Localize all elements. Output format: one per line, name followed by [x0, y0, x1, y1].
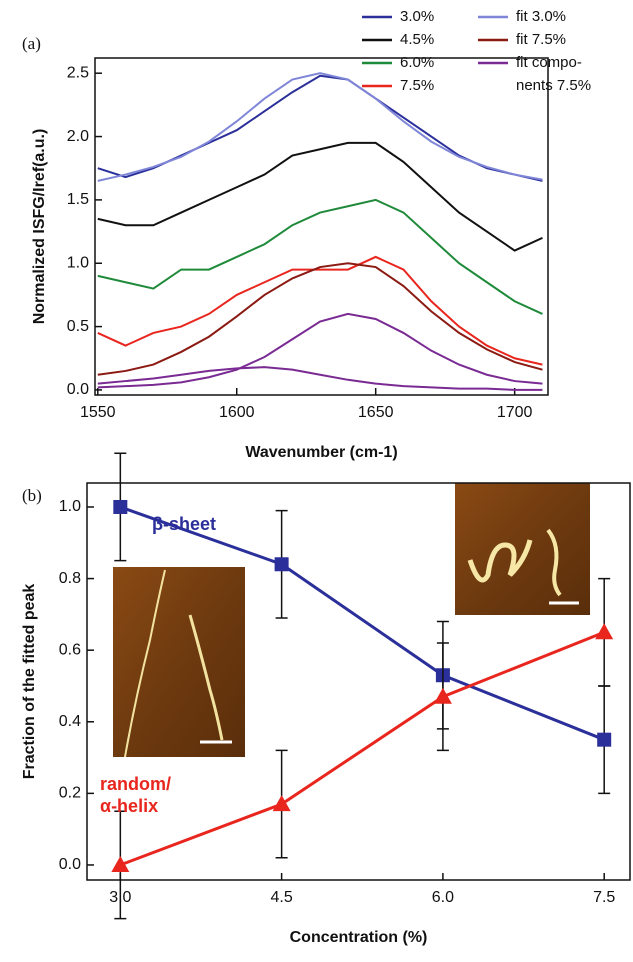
x-tick-label: 1550 — [80, 404, 116, 421]
spectrum-line — [97, 141, 543, 252]
legend-label: 3.0% — [400, 8, 434, 25]
series-name: β-sheet — [152, 514, 216, 534]
square-marker — [113, 499, 128, 514]
afm-image-right — [455, 483, 590, 615]
y-tick-label: 1.0 — [67, 254, 89, 271]
triangle-marker — [595, 623, 614, 640]
y-tick-label: 1.5 — [67, 191, 89, 208]
y-tick-label: 2.0 — [67, 128, 89, 145]
square-marker — [597, 732, 612, 747]
y-tick-label: 0.8 — [59, 570, 81, 587]
x-axis-label: Wavenumber (cm-1) — [245, 444, 397, 461]
spectrum-line — [97, 198, 543, 315]
y-axis-label: Fraction of the fitted peak — [21, 584, 38, 780]
panel-label: (a) — [22, 34, 41, 53]
spectrum-line — [97, 255, 543, 366]
y-tick-label: 0.0 — [59, 856, 81, 873]
y-tick-label: 0.5 — [67, 318, 89, 335]
x-tick-label: 1600 — [219, 404, 255, 421]
legend-label: 6.0% — [400, 54, 434, 71]
x-tick-label: 1700 — [497, 404, 533, 421]
spectrum-line — [97, 72, 543, 182]
spectrum-line — [97, 366, 543, 391]
x-tick-label: 6.0 — [432, 889, 454, 906]
panel-label: (b) — [22, 486, 42, 505]
spectrum-line — [97, 74, 543, 182]
y-tick-label: 2.5 — [67, 64, 89, 81]
triangle-marker — [272, 795, 291, 812]
legend-label: 7.5% — [400, 77, 434, 94]
plot-frame — [86, 482, 631, 881]
series-name: random/α-helix — [100, 774, 171, 816]
legend-label: fit 7.5% — [516, 31, 566, 48]
series-line — [119, 505, 605, 742]
y-tick-label: 1.0 — [59, 498, 81, 515]
y-axis-label: Normalized ISFG/Iref(a.u.) — [31, 129, 48, 325]
x-tick-label: 4.5 — [270, 889, 292, 906]
legend-label: fit compo-nents 7.5% — [516, 54, 591, 94]
x-tick-label: 1650 — [358, 404, 394, 421]
y-tick-label: 0.6 — [59, 641, 81, 658]
x-axis-label: Concentration (%) — [290, 929, 428, 946]
y-tick-label: 0.2 — [59, 785, 81, 802]
y-tick-label: 0.4 — [59, 713, 81, 730]
spectrum-line — [97, 262, 543, 376]
x-tick-label: 7.5 — [593, 889, 615, 906]
square-marker — [274, 557, 289, 572]
legend-label: 4.5% — [400, 31, 434, 48]
triangle-marker — [111, 855, 130, 872]
series-line — [119, 630, 605, 867]
afm-image-left — [113, 567, 245, 758]
spectrum-line — [97, 312, 543, 389]
legend-label: fit 3.0% — [516, 8, 566, 25]
triangle-marker — [433, 687, 452, 704]
plot-frame — [94, 57, 549, 396]
y-tick-label: 0.0 — [67, 381, 89, 398]
